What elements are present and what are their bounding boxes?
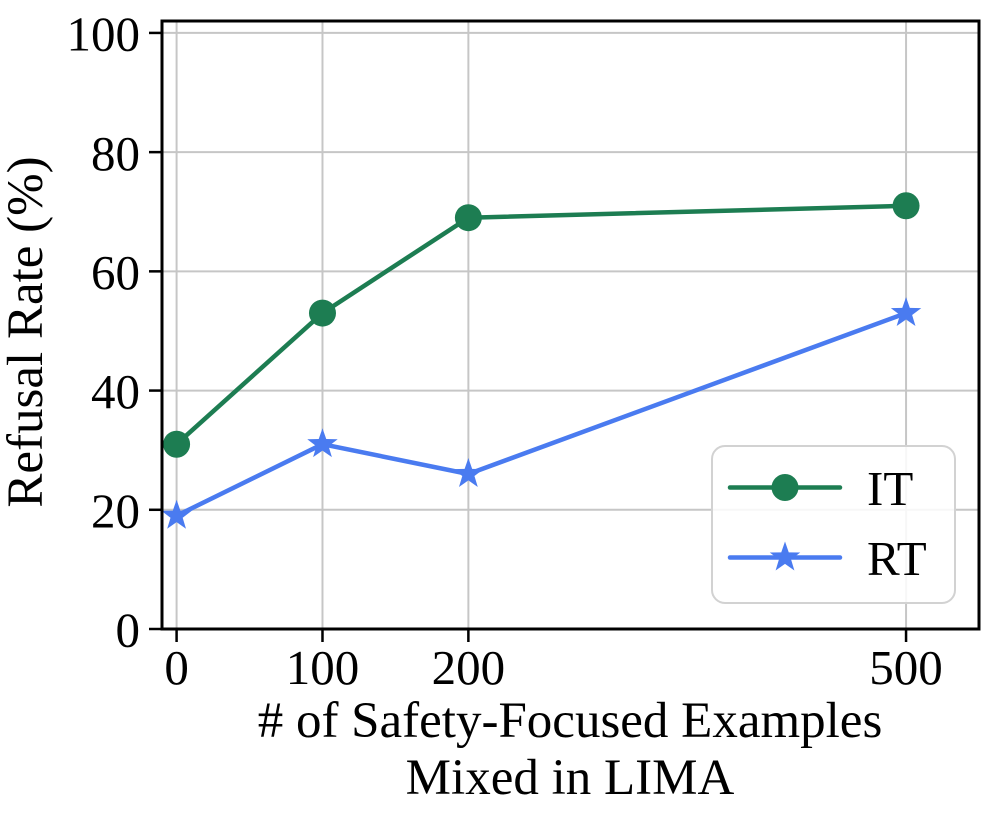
y-tick-label: 0	[116, 603, 141, 658]
data-point-IT	[892, 192, 920, 220]
y-tick-label: 80	[91, 126, 140, 181]
y-axis-label: Refusal Rate (%)	[0, 156, 54, 507]
y-tick-label: 20	[91, 483, 140, 538]
legend-marker-star	[769, 541, 801, 571]
series-line-IT	[174, 203, 909, 447]
data-point-IT	[454, 204, 482, 232]
series-line-RT	[174, 310, 909, 518]
legend-marker-circle	[771, 474, 799, 501]
x-axis-label-line1: # of Safety-Focused Examples	[258, 693, 883, 749]
data-point-RT	[307, 428, 338, 458]
data-point-IT	[163, 430, 191, 458]
plot-border	[160, 19, 981, 631]
legend-label: IT	[867, 461, 913, 516]
frame-layer	[160, 19, 981, 631]
data-point-RT	[453, 458, 484, 487]
x-tick-label: 0	[164, 640, 189, 695]
tick-layer: 0 100 200 500 0 20 40 60 80 100	[67, 7, 943, 695]
legend: IT RT	[711, 445, 956, 604]
data-point-RT	[890, 297, 922, 327]
x-tick-label: 200	[432, 640, 506, 695]
data-point-RT	[161, 499, 192, 529]
x-tick-label: 100	[286, 640, 360, 695]
y-tick-label: 40	[91, 364, 140, 419]
legend-label: RT	[867, 531, 927, 586]
x-tick-label: 500	[869, 640, 943, 695]
data-point-IT	[308, 299, 336, 327]
y-tick-label: 100	[67, 7, 141, 62]
series-layer	[161, 192, 922, 529]
x-axis-label-line2: Mixed in LIMA	[406, 750, 735, 806]
y-tick-label: 60	[91, 245, 140, 300]
